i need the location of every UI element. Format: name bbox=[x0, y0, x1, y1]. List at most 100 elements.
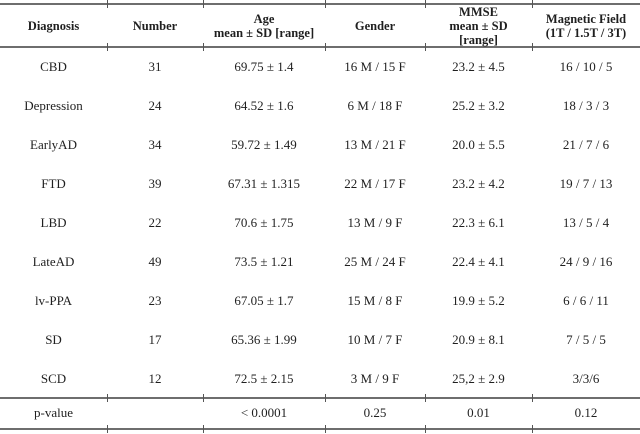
table-row: LateAD 49 73.5 ± 1.21 25 M / 24 F 22.4 ±… bbox=[0, 242, 640, 281]
pvalue-number-cell bbox=[107, 398, 203, 428]
column-divider-tick bbox=[425, 425, 426, 433]
magnetic-field-cell: 3/3/6 bbox=[572, 370, 600, 386]
magnetic-field-cell: 16 / 10 / 5 bbox=[559, 58, 613, 74]
gender-cell: 16 M / 15 F bbox=[344, 58, 406, 74]
gender-cell: 13 M / 9 F bbox=[347, 214, 403, 230]
age-cell: 72.5 ± 2.15 bbox=[234, 370, 294, 386]
gender-cell: 22 M / 17 F bbox=[344, 175, 406, 191]
table-row: EarlyAD 34 59.72 ± 1.49 13 M / 21 F 20.0… bbox=[0, 125, 640, 164]
mmse-cell: 23.2 ± 4.2 bbox=[452, 175, 505, 191]
mmse-cell: 23.2 ± 4.5 bbox=[452, 58, 505, 74]
gender-cell: 6 M / 18 F bbox=[347, 97, 403, 113]
column-divider-tick bbox=[325, 43, 326, 51]
diagnosis-cell: LBD bbox=[40, 214, 67, 230]
magnetic-field-cell: 6 / 6 / 11 bbox=[563, 292, 609, 308]
magnetic-field-cell: 18 / 3 / 3 bbox=[562, 97, 610, 113]
gender-cell: 3 M / 9 F bbox=[350, 370, 400, 386]
table-row: CBD 31 69.75 ± 1.4 16 M / 15 F 23.2 ± 4.… bbox=[0, 47, 640, 86]
mmse-cell: 25.2 ± 3.2 bbox=[452, 97, 505, 113]
mmse-cell: 20.9 ± 8.1 bbox=[452, 331, 505, 347]
col-header-magnetic-field: Magnetic Field (1T / 1.5T / 3T) bbox=[545, 12, 627, 40]
column-divider-tick bbox=[203, 394, 204, 402]
table-body: CBD 31 69.75 ± 1.4 16 M / 15 F 23.2 ± 4.… bbox=[0, 47, 640, 398]
magnetic-field-cell: 21 / 7 / 6 bbox=[562, 136, 610, 152]
diagnosis-cell: LateAD bbox=[32, 253, 75, 269]
table-row: LBD 22 70.6 ± 1.75 13 M / 9 F 22.3 ± 6.1… bbox=[0, 203, 640, 242]
number-cell: 22 bbox=[148, 214, 162, 230]
diagnosis-cell: CBD bbox=[40, 58, 67, 74]
pvalue-top-rule bbox=[0, 394, 640, 402]
age-cell: 64.52 ± 1.6 bbox=[234, 97, 294, 113]
header-row: Diagnosis Number Age mean ± SD [range] G… bbox=[0, 5, 640, 47]
col-header-mmse: MMSE mean ± SD [range] bbox=[449, 5, 508, 47]
column-divider-tick bbox=[425, 0, 426, 8]
diagnosis-cell: SCD bbox=[40, 370, 67, 386]
column-divider-tick bbox=[325, 0, 326, 8]
age-cell: 70.6 ± 1.75 bbox=[234, 214, 294, 230]
table-row: FTD 39 67.31 ± 1.315 22 M / 17 F 23.2 ± … bbox=[0, 164, 640, 203]
magnetic-field-cell: 19 / 7 / 13 bbox=[559, 175, 613, 191]
column-divider-tick bbox=[532, 0, 533, 8]
number-cell: 23 bbox=[148, 292, 162, 308]
diagnosis-cell: Depression bbox=[24, 97, 83, 113]
col-header-gender: Gender bbox=[354, 19, 396, 33]
table-row: SCD 12 72.5 ± 2.15 3 M / 9 F 25,2 ± 2.9 … bbox=[0, 359, 640, 398]
age-cell: 73.5 ± 1.21 bbox=[234, 253, 294, 269]
magnetic-field-cell: 7 / 5 / 5 bbox=[566, 331, 606, 347]
column-divider-tick bbox=[532, 394, 533, 402]
gender-cell: 15 M / 8 F bbox=[347, 292, 403, 308]
magnetic-field-cell: 24 / 9 / 16 bbox=[559, 253, 613, 269]
column-divider-tick bbox=[532, 425, 533, 433]
table-top-rule bbox=[0, 0, 640, 8]
pvalue-mmse-cell: 0.01 bbox=[467, 405, 490, 420]
gender-cell: 10 M / 7 F bbox=[347, 331, 403, 347]
diagnosis-cell: EarlyAD bbox=[30, 136, 77, 152]
pvalue-gender-cell: 0.25 bbox=[363, 405, 387, 420]
age-cell: 67.05 ± 1.7 bbox=[234, 292, 294, 308]
age-cell: 69.75 ± 1.4 bbox=[234, 58, 294, 74]
column-divider-tick bbox=[425, 43, 426, 51]
number-cell: 34 bbox=[148, 136, 162, 152]
number-cell: 24 bbox=[148, 97, 162, 113]
mmse-cell: 22.3 ± 6.1 bbox=[452, 214, 505, 230]
magnetic-field-cell: 13 / 5 / 4 bbox=[562, 214, 610, 230]
table-row: lv-PPA 23 67.05 ± 1.7 15 M / 8 F 19.9 ± … bbox=[0, 281, 640, 320]
col-header-age: Age mean ± SD [range] bbox=[213, 12, 315, 40]
column-divider-tick bbox=[107, 43, 108, 51]
number-cell: 49 bbox=[148, 253, 162, 269]
col-header-number: Number bbox=[132, 19, 178, 33]
mmse-cell: 25,2 ± 2.9 bbox=[452, 370, 505, 386]
diagnosis-cell: lv-PPA bbox=[34, 292, 73, 308]
diagnosis-cell: FTD bbox=[41, 175, 66, 191]
gender-cell: 25 M / 24 F bbox=[344, 253, 406, 269]
age-cell: 65.36 ± 1.99 bbox=[231, 331, 297, 347]
age-cell: 59.72 ± 1.49 bbox=[231, 136, 297, 152]
column-divider-tick bbox=[325, 394, 326, 402]
table-row: Depression 24 64.52 ± 1.6 6 M / 18 F 25.… bbox=[0, 86, 640, 125]
column-divider-tick bbox=[203, 43, 204, 51]
number-cell: 31 bbox=[148, 58, 162, 74]
column-divider-tick bbox=[107, 0, 108, 8]
table-row: SD 17 65.36 ± 1.99 10 M / 7 F 20.9 ± 8.1… bbox=[0, 320, 640, 359]
number-cell: 17 bbox=[148, 331, 162, 347]
column-divider-tick bbox=[425, 394, 426, 402]
pvalue-section: p-value < 0.0001 0.25 0.01 0.12 bbox=[0, 398, 640, 428]
pvalue-row: p-value < 0.0001 0.25 0.01 0.12 bbox=[0, 398, 640, 428]
age-cell: 67.31 ± 1.315 bbox=[227, 175, 301, 191]
number-cell: 12 bbox=[148, 370, 162, 386]
mmse-cell: 20.0 ± 5.5 bbox=[452, 136, 505, 152]
column-divider-tick bbox=[107, 394, 108, 402]
column-divider-tick bbox=[325, 425, 326, 433]
column-divider-tick bbox=[532, 43, 533, 51]
table-header: Diagnosis Number Age mean ± SD [range] G… bbox=[0, 5, 640, 47]
patient-demographics-table: Diagnosis Number Age mean ± SD [range] G… bbox=[0, 5, 640, 428]
pvalue-magnetic-field-cell: 0.12 bbox=[574, 405, 598, 420]
header-bottom-rule bbox=[0, 43, 640, 51]
col-header-diagnosis: Diagnosis bbox=[27, 19, 80, 33]
table-bottom-rule bbox=[0, 425, 640, 433]
pvalue-age-cell: < 0.0001 bbox=[240, 405, 288, 420]
column-divider-tick bbox=[203, 0, 204, 8]
mmse-cell: 19.9 ± 5.2 bbox=[452, 292, 505, 308]
diagnosis-cell: SD bbox=[45, 331, 62, 347]
